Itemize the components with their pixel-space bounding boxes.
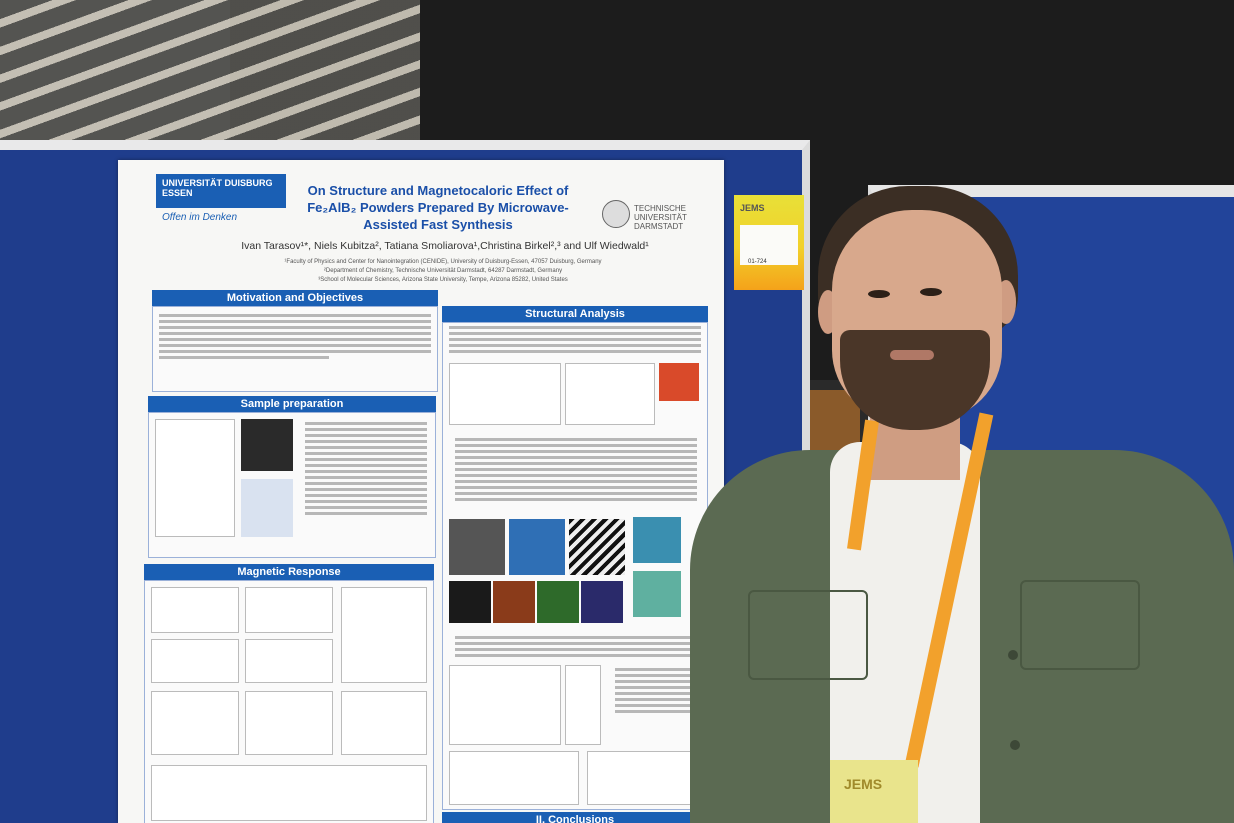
name-badge: JEMS [830, 760, 918, 823]
structure-illustration [241, 479, 293, 537]
section-heading: Structural Analysis [442, 306, 708, 322]
structural-analysis-section: Structural Analysis [442, 306, 708, 823]
poster-title: On Structure and Magnetocaloric Effect o… [307, 183, 569, 232]
magnetic-response-section: Magnetic Response [144, 564, 434, 823]
jacket-button [1010, 740, 1020, 750]
mouth [890, 350, 934, 360]
field-dependence-plot [151, 639, 239, 683]
section-text-block [152, 306, 438, 392]
university-logo: UNIVERSITÄT DUISBURG ESSEN [156, 174, 286, 208]
section-content [442, 322, 708, 810]
presenter-person: JEMS [680, 180, 1234, 823]
partner-logo-text: TECHNISCHE UNIVERSITÄT DARMSTADT [634, 204, 687, 231]
crystal-structure-models [449, 665, 561, 745]
badge-conference-logo: JEMS [844, 776, 883, 792]
conference-logo: JEMS [740, 203, 765, 213]
jacket-pocket [748, 590, 868, 680]
section-content [144, 580, 434, 823]
eds-map [581, 581, 623, 623]
tag-label-area: 01-724 [740, 225, 798, 265]
pdf-text [609, 665, 701, 716]
eds-map [449, 581, 491, 623]
observation-text [449, 435, 703, 504]
pdf-fit-plot [449, 751, 579, 805]
section-content [148, 412, 436, 558]
affiliation-line: ²Department of Chemistry, Technische Uni… [323, 268, 563, 274]
eds-map [493, 581, 535, 623]
jacket-pocket [1020, 580, 1140, 670]
field-dependence-plot [245, 639, 333, 683]
stacking-faults-text [449, 633, 703, 660]
diffraction-plot [565, 363, 655, 425]
pdf-fit-plot [587, 751, 697, 805]
sem-micrograph [241, 419, 293, 471]
section-heading: Magnetic Response [144, 564, 434, 580]
university-slogan: Offen im Denken [162, 212, 238, 223]
beard [840, 330, 990, 430]
section-heading: Motivation and Objectives [152, 290, 438, 306]
magnetization-plot [151, 587, 239, 633]
strain-map-image [633, 517, 681, 563]
tem-image [449, 519, 505, 575]
poster-affiliations: ¹Faculty of Physics and Center for Nanoi… [228, 258, 658, 285]
poster-number-tag: JEMS 01-724 [734, 195, 804, 290]
hysteresis-plot [341, 587, 427, 683]
modulated-structure [565, 665, 601, 745]
entropy-change-plot [245, 691, 333, 755]
xrd-pattern-plot [155, 419, 235, 537]
sample-preparation-section: Sample preparation [148, 396, 436, 558]
eds-map [537, 581, 579, 623]
entropy-change-plot [151, 691, 239, 755]
fft-image [509, 519, 565, 575]
scientific-poster: UNIVERSITÄT DUISBURG ESSEN Offen im Denk… [118, 160, 724, 823]
affiliation-line: ¹Faculty of Physics and Center for Nanoi… [284, 259, 602, 265]
magnetization-plot [245, 587, 333, 633]
section-heading: II. Conclusions [442, 812, 708, 823]
jacket-button [1008, 650, 1018, 660]
section-heading: Sample preparation [148, 396, 436, 412]
stripe-pattern-image [569, 519, 625, 575]
strain-map-image [633, 571, 681, 617]
motivation-section: Motivation and Objectives [152, 290, 438, 392]
diffraction-pattern-image [659, 363, 699, 401]
data-table [341, 691, 427, 755]
sample-text [299, 419, 433, 518]
right-eye [920, 288, 942, 296]
poster-number: 01-724 [748, 259, 767, 265]
diffraction-plot [449, 363, 561, 425]
poster-authors: Ivan Tarasov¹*, Niels Kubitza², Tatiana … [241, 240, 649, 252]
scaling-plots [151, 765, 427, 821]
tu-darmstadt-seal-icon [602, 200, 630, 228]
left-eye [868, 290, 890, 298]
affiliation-line: ³School of Molecular Sciences, Arizona S… [318, 277, 568, 283]
